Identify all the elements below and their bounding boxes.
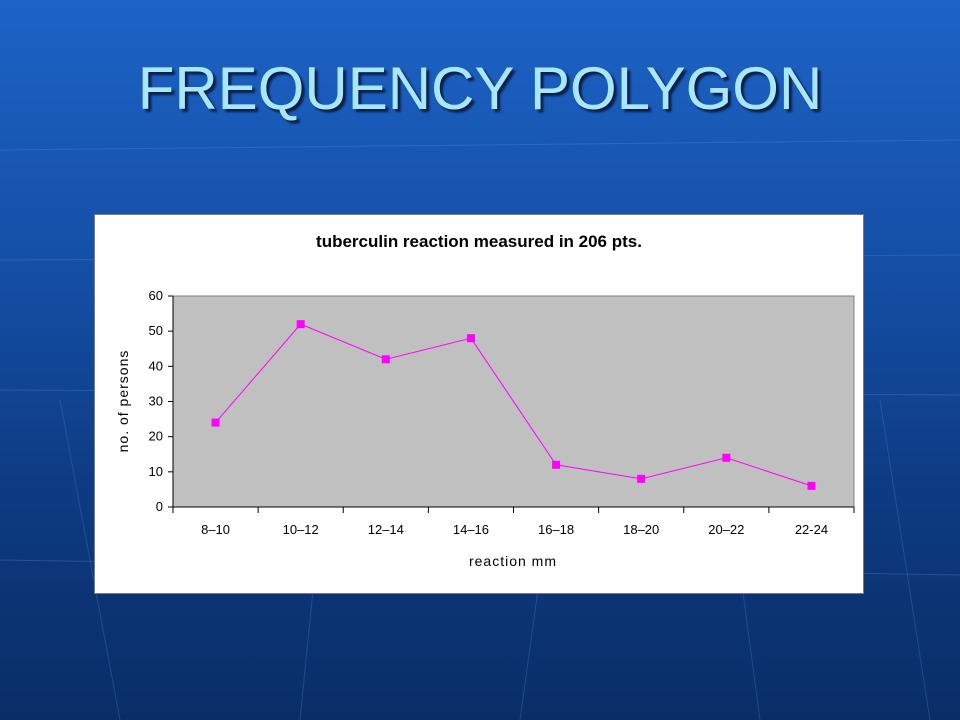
x-axis-title: reaction mm xyxy=(469,553,557,569)
data-point xyxy=(637,474,646,483)
data-point xyxy=(466,334,475,343)
plot-area xyxy=(172,295,855,508)
data-point xyxy=(381,355,390,364)
background-line xyxy=(59,399,121,720)
y-tick-label: 40 xyxy=(149,358,163,373)
y-tick-label: 0 xyxy=(156,499,163,514)
data-point xyxy=(722,453,731,462)
x-tick-label: 8–10 xyxy=(201,522,230,537)
series-line xyxy=(215,323,812,487)
chart-frame: tuberculin reaction measured in 206 pts.… xyxy=(94,214,864,594)
chart-title: tuberculin reaction measured in 206 pts. xyxy=(316,232,642,251)
background-line xyxy=(879,399,931,720)
data-point xyxy=(296,320,305,329)
y-tick-label: 50 xyxy=(149,323,163,338)
x-axis-ticks: 8–10 10–12 12–14 14–16 16–18 18–20 20–22 22-24 xyxy=(172,507,855,537)
y-tick-label: 60 xyxy=(149,288,163,303)
slide-title: FREQUENCY POLYGON xyxy=(137,55,823,122)
data-point xyxy=(807,481,816,490)
x-tick-label: 20–22 xyxy=(708,522,744,537)
x-tick-label: 14–16 xyxy=(453,522,489,537)
chart: tuberculin reaction measured in 206 pts.… xyxy=(115,232,855,569)
data-point xyxy=(552,460,561,469)
y-tick-label: 20 xyxy=(149,429,163,444)
background-line xyxy=(0,139,960,151)
y-tick-label: 10 xyxy=(149,464,163,479)
y-tick-label: 30 xyxy=(149,394,163,409)
y-axis-title: no. of persons xyxy=(115,350,131,453)
x-tick-label: 10–12 xyxy=(283,522,319,537)
x-tick-label: 16–18 xyxy=(538,522,574,537)
x-tick-label: 12–14 xyxy=(368,522,404,537)
data-point xyxy=(211,418,220,427)
series-layer xyxy=(211,320,816,490)
x-tick-label: 22-24 xyxy=(795,522,828,537)
y-axis-ticks: 0 10 20 30 40 50 60 xyxy=(149,288,173,514)
x-tick-label: 18–20 xyxy=(623,522,659,537)
